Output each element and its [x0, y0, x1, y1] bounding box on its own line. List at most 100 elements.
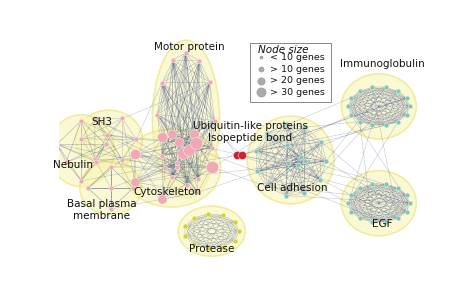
- Text: > 20 genes: > 20 genes: [270, 76, 325, 85]
- Point: [168, 175, 176, 179]
- Point: [368, 220, 376, 225]
- Point: [179, 151, 186, 156]
- Point: [173, 161, 181, 166]
- Point: [382, 182, 390, 187]
- Text: > 30 genes: > 30 genes: [270, 88, 325, 97]
- Point: [84, 185, 92, 191]
- Point: [382, 85, 390, 90]
- Point: [356, 119, 364, 124]
- Point: [107, 207, 115, 211]
- Point: [182, 234, 189, 238]
- Point: [257, 55, 265, 60]
- Point: [194, 190, 201, 195]
- Point: [208, 145, 216, 150]
- Point: [382, 123, 390, 128]
- Point: [238, 153, 246, 158]
- Point: [208, 165, 216, 169]
- Point: [322, 158, 330, 163]
- Point: [257, 67, 265, 72]
- Point: [107, 165, 115, 169]
- Ellipse shape: [122, 129, 221, 207]
- Point: [159, 135, 166, 140]
- Point: [77, 178, 85, 183]
- Point: [403, 112, 410, 117]
- Point: [182, 224, 189, 229]
- Point: [356, 185, 364, 190]
- Point: [102, 142, 109, 147]
- Point: [158, 153, 166, 158]
- Point: [183, 183, 191, 188]
- Point: [368, 123, 376, 128]
- Point: [78, 136, 85, 141]
- Point: [253, 148, 260, 153]
- Point: [91, 116, 99, 121]
- Point: [317, 178, 324, 182]
- Point: [263, 184, 270, 189]
- Text: Ubiquitin-like proteins
Isopeptide bond: Ubiquitin-like proteins Isopeptide bond: [193, 121, 308, 143]
- Point: [129, 185, 137, 191]
- Point: [347, 209, 355, 214]
- Point: [191, 132, 198, 137]
- Point: [231, 238, 238, 243]
- Point: [263, 131, 271, 136]
- Text: Basal plasma
membrane: Basal plasma membrane: [67, 199, 137, 221]
- Ellipse shape: [341, 171, 416, 236]
- Point: [347, 192, 355, 197]
- Point: [406, 201, 413, 206]
- Point: [344, 104, 352, 109]
- Text: Motor protein: Motor protein: [155, 42, 225, 52]
- Point: [193, 140, 201, 145]
- Point: [356, 216, 364, 221]
- Point: [169, 58, 177, 63]
- Ellipse shape: [178, 206, 245, 256]
- Point: [283, 122, 291, 127]
- Point: [182, 51, 189, 55]
- Point: [206, 80, 214, 85]
- Point: [406, 104, 413, 109]
- Point: [162, 165, 169, 170]
- Point: [236, 229, 243, 234]
- Point: [403, 95, 410, 100]
- Point: [394, 89, 402, 94]
- Point: [204, 211, 211, 216]
- Text: Immunoglobulin: Immunoglobulin: [340, 59, 425, 69]
- Point: [154, 112, 161, 117]
- Point: [368, 182, 376, 187]
- Point: [344, 201, 352, 206]
- Point: [131, 152, 139, 156]
- Point: [196, 58, 203, 63]
- Point: [168, 132, 175, 137]
- Point: [394, 185, 402, 190]
- Point: [159, 197, 166, 202]
- Text: Cytoskeleton: Cytoskeleton: [134, 187, 201, 197]
- Text: < 10 genes: < 10 genes: [270, 53, 325, 62]
- Point: [118, 116, 126, 121]
- Point: [347, 112, 355, 117]
- Point: [63, 160, 70, 165]
- Text: > 10 genes: > 10 genes: [270, 65, 325, 74]
- Ellipse shape: [80, 161, 142, 215]
- Point: [282, 193, 290, 198]
- Point: [403, 192, 410, 197]
- Point: [190, 215, 198, 220]
- Point: [92, 160, 100, 165]
- Point: [394, 216, 402, 221]
- Point: [231, 219, 238, 224]
- Point: [318, 140, 325, 145]
- Ellipse shape: [153, 40, 219, 198]
- Point: [104, 132, 111, 137]
- Text: Node size: Node size: [258, 45, 308, 55]
- Point: [219, 213, 227, 218]
- Point: [233, 153, 240, 158]
- Point: [382, 220, 390, 225]
- Point: [347, 95, 355, 100]
- Text: Nebulin: Nebulin: [53, 160, 93, 170]
- Point: [91, 157, 99, 162]
- Point: [219, 245, 227, 249]
- Point: [192, 141, 200, 146]
- Point: [204, 246, 211, 251]
- Point: [190, 242, 198, 247]
- Point: [77, 118, 85, 123]
- Point: [283, 143, 291, 148]
- Point: [173, 164, 181, 169]
